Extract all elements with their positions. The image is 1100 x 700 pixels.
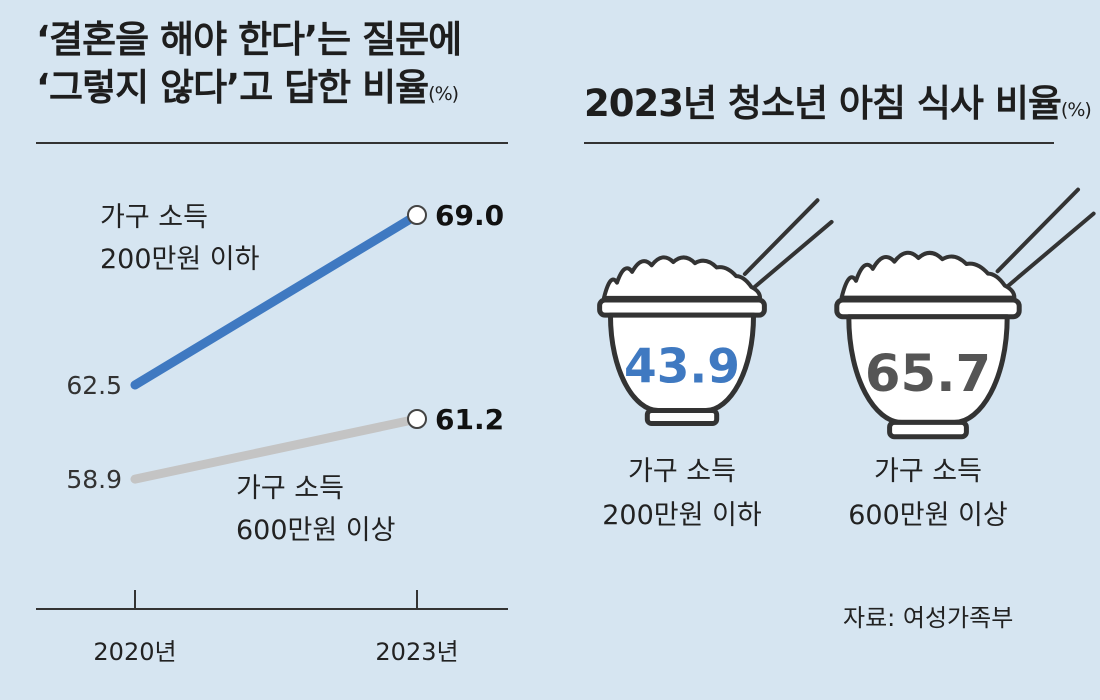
series-end-point — [407, 409, 427, 429]
bowl-foot — [644, 408, 720, 427]
line-chart-unit: (%) — [428, 83, 459, 105]
series-line — [130, 210, 422, 390]
bowl-category-label: 가구 소득 — [874, 456, 982, 487]
chopstick-icon — [752, 219, 834, 289]
series-label: 가구 소득 — [236, 473, 344, 504]
bowl-value-label: 65.7 — [865, 344, 991, 404]
start-value-label: 58.9 — [66, 465, 122, 494]
series-line — [130, 414, 422, 484]
bowl-rim — [834, 297, 1022, 320]
rice-icon — [839, 250, 1017, 300]
series-label: 600만원 이상 — [236, 515, 395, 546]
chopstick-icon — [742, 198, 820, 276]
x-tick-label: 2020년 — [93, 638, 176, 666]
bowl-chart-title-text: 2023년 청소년 아침 식사 비율 — [584, 82, 1062, 125]
bowl-chart-unit: (%) — [1060, 99, 1092, 121]
line-chart-title-line2: ‘그렇지 않다’고 답한 비율 — [36, 66, 429, 109]
bowl-category-label: 가구 소득 — [628, 456, 736, 487]
bowl-category-label: 200만원 이하 — [602, 500, 762, 531]
end-value-label: 61.2 — [435, 403, 504, 436]
series-label: 가구 소득 — [100, 202, 208, 233]
rice-icon — [601, 255, 763, 300]
source-note: 자료: 여성가족부 — [843, 604, 1014, 632]
bowl-foot — [887, 419, 969, 440]
chopstick-icon — [1006, 211, 1096, 288]
line-chart-title-rule — [36, 142, 508, 144]
bowl-chart-title-rule — [584, 142, 1054, 144]
bowl-value-label: 43.9 — [624, 339, 740, 394]
bowl-category-label: 600만원 이상 — [848, 500, 1007, 531]
start-value-label: 62.5 — [66, 371, 122, 400]
series-label: 200만원 이하 — [100, 244, 260, 275]
chopstick-icon — [995, 187, 1080, 274]
line-chart-title-line1: ‘결혼을 해야 한다’는 질문에 — [36, 18, 462, 61]
x-tick-label: 2023년 — [375, 638, 458, 666]
bowl-chart-title: 2023년 청소년 아침 식사 비율(%) — [584, 80, 1092, 134]
end-value-label: 69.0 — [435, 199, 504, 232]
line-chart-title: ‘결혼을 해야 한다’는 질문에 ‘그렇지 않다’고 답한 비율(%) — [36, 16, 462, 118]
series-end-point — [407, 205, 427, 225]
